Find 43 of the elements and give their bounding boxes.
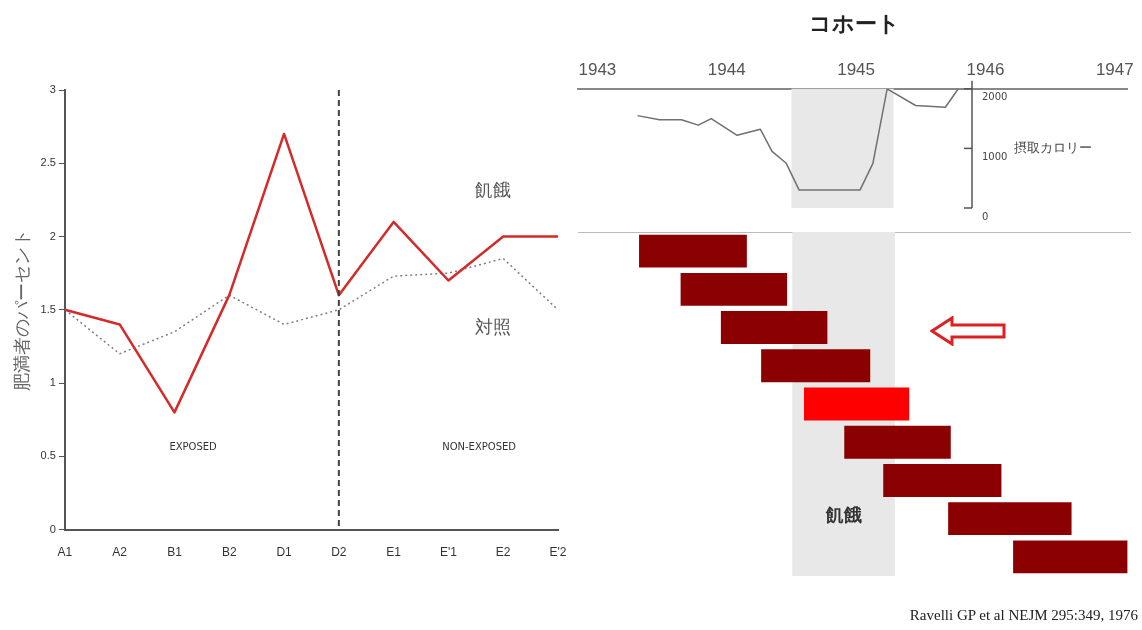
bar xyxy=(639,234,747,268)
bar xyxy=(1013,540,1128,574)
bar xyxy=(804,387,910,421)
x-tick-label: D1 xyxy=(276,545,293,560)
x-tick-label: E'1 xyxy=(439,545,458,560)
x-tick-label: 1945 xyxy=(837,60,876,80)
y-tick-label: 0 xyxy=(49,522,56,535)
x-tick-label: A1 xyxy=(57,545,73,560)
x-tick-label: 1944 xyxy=(707,60,746,80)
y-axis-title: 肥満者のパーセント xyxy=(11,228,32,391)
x-tick-label: 1946 xyxy=(966,60,1005,80)
x-tick-label: E'2 xyxy=(549,545,567,560)
x-tick-label: B1 xyxy=(167,545,183,560)
y2-tick-label: 2000 xyxy=(982,91,1008,103)
y-tick-label: 0.5 xyxy=(40,449,56,462)
annotation: EXPOSED xyxy=(169,441,218,453)
y2-tick-label: 1000 xyxy=(982,150,1008,162)
y-tick-label: 3 xyxy=(49,83,56,96)
x-tick-label: E1 xyxy=(386,545,402,560)
chart-title: コホート xyxy=(808,11,900,37)
annotation: NON-EXPOSED xyxy=(442,441,517,453)
x-tick-label: E2 xyxy=(495,545,511,560)
bar xyxy=(680,272,788,306)
y-tick-label: 1.5 xyxy=(40,302,56,315)
bar xyxy=(761,349,871,383)
text: Ravelli GP et al NEJM 295:349, 1976 xyxy=(909,607,1138,624)
x-tick-label: 1947 xyxy=(1095,60,1134,80)
bar xyxy=(844,425,951,459)
text: 飢餓 xyxy=(475,179,512,201)
text: 対照 xyxy=(475,316,512,338)
x-tick-label: D2 xyxy=(331,545,347,560)
bar xyxy=(720,311,828,344)
bar xyxy=(948,502,1072,536)
band-label: 飢餓 xyxy=(824,503,862,525)
x-tick-label: B2 xyxy=(221,545,237,560)
x-tick-label: A2 xyxy=(112,545,128,560)
y-tick-label: 1 xyxy=(49,376,56,389)
y2-tick-label: 0 xyxy=(982,210,989,222)
y-tick-label: 2.5 xyxy=(40,156,56,169)
x-tick-label: 1943 xyxy=(578,60,617,80)
y2-axis-title: 摂取カロリー xyxy=(1014,139,1093,155)
bar xyxy=(883,464,1002,497)
y-tick-label: 2 xyxy=(49,229,56,242)
